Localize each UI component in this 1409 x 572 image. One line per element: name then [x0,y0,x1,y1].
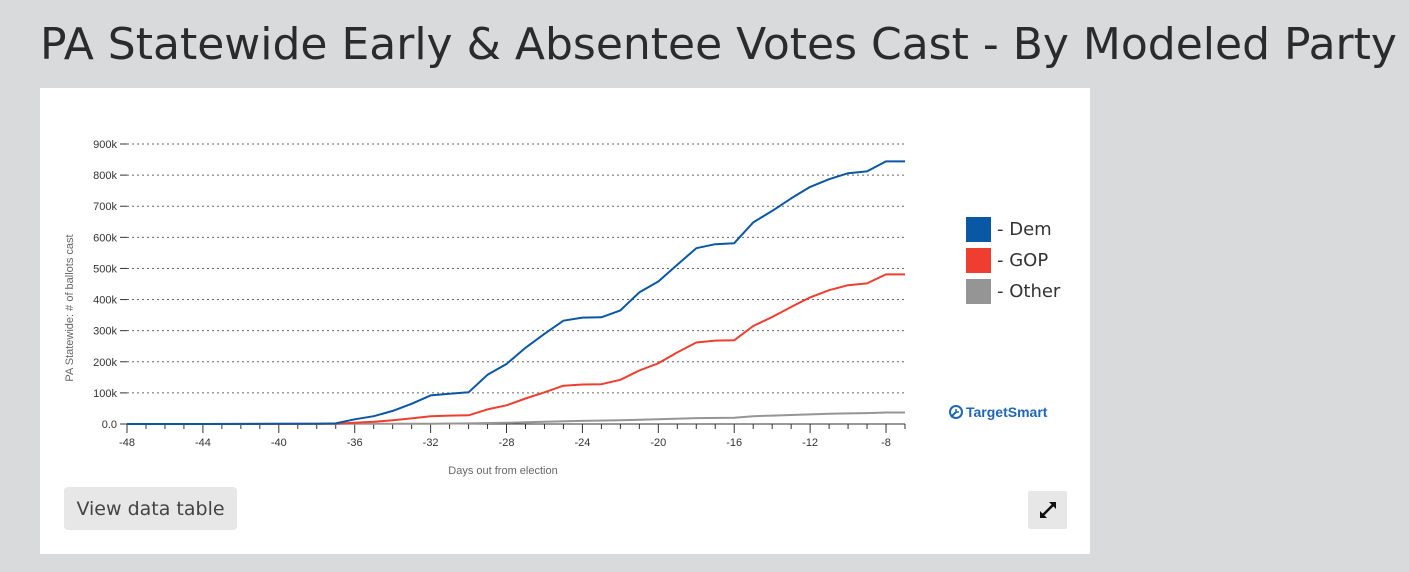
x-axis-label: Days out from election [448,465,557,477]
targetsmart-logo: TargetSmart [948,404,1047,420]
page-title: PA Statewide Early & Absentee Votes Cast… [40,19,1397,70]
x-tick-label: -24 [574,437,590,449]
chart-card: 0.0 100k 200k 300k 400k 500k 600k 700k 800k 900k -… [40,88,1090,554]
series-line-other[interactable] [127,411,905,425]
fullscreen-button[interactable] [1028,491,1067,529]
x-tick-label: -12 [802,437,818,449]
x-tick-label: -32 [423,437,439,449]
line-chart: 0.0 100k 200k 300k 400k 500k 600k 700k 800k 900k -… [64,139,906,477]
y-tick-label: 800k [93,170,117,182]
y-axis-label: PA Statewide: # of ballots cast [64,234,76,381]
x-tick-label: -36 [347,437,363,449]
y-tick-label: 0.0 [102,419,117,431]
y-tick-label: 900k [93,139,117,151]
x-tick-label: -48 [119,437,135,449]
y-tick-label: 200k [93,357,117,369]
series-line-gop[interactable] [127,273,905,425]
chart-legend: - Dem - GOP - Other [966,214,1060,307]
series-line-dem[interactable] [127,160,905,425]
series-lines [127,160,905,425]
x-tick-label: -20 [650,437,666,449]
legend-swatch-other [966,279,991,304]
legend-label-gop: - GOP [997,250,1049,271]
legend-label-other: - Other [997,281,1061,302]
legend-item-dem[interactable]: - Dem [966,214,1060,245]
x-tick-label: -40 [271,437,287,449]
legend-swatch-dem [966,217,991,242]
targetsmart-logo-icon [949,405,963,419]
y-tick-label: 300k [93,326,117,338]
legend-swatch-gop [966,248,991,273]
targetsmart-logo-text: TargetSmart [966,404,1048,420]
x-tick-label: -8 [881,437,891,449]
y-tick-label: 400k [93,295,117,307]
y-tick-label: 600k [93,232,117,244]
axes: 0.0 100k 200k 300k 400k 500k 600k 700k 800k 900k -… [93,139,906,449]
x-tick-label: -16 [726,437,742,449]
expand-arrows-icon [1039,502,1056,518]
legend-label-dem: - Dem [997,219,1052,240]
y-tick-label: 700k [93,201,117,213]
x-tick-label: -28 [499,437,515,449]
legend-item-other[interactable]: - Other [966,276,1060,307]
y-tick-label: 500k [93,263,117,275]
y-tick-label: 100k [93,388,117,400]
x-tick-label: -44 [195,437,211,449]
legend-item-gop[interactable]: - GOP [966,245,1060,276]
view-data-table-button[interactable]: View data table [64,487,237,530]
